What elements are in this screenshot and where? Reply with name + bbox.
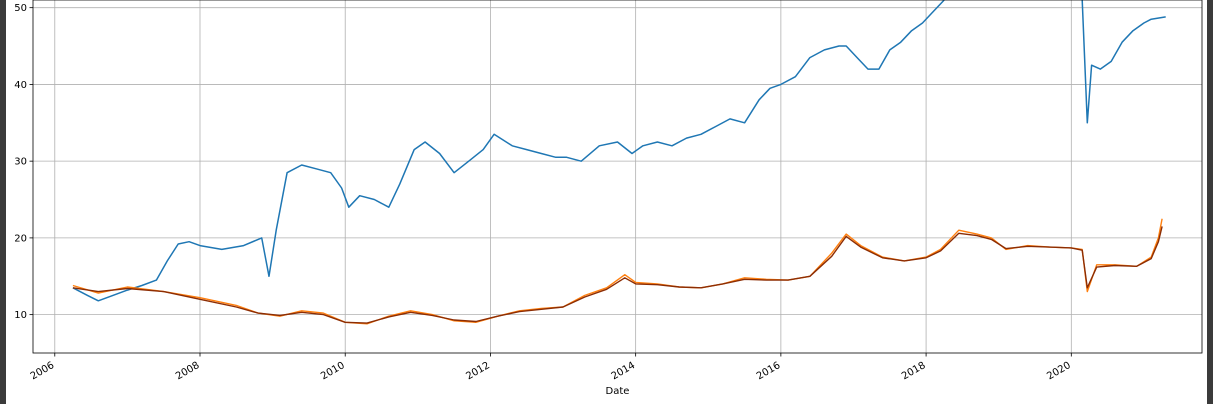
y-tick-label: 40 [14, 80, 27, 91]
x-axis-label: Date [606, 386, 630, 397]
x-axis-ticks: 2006 2008 2010 2012 2014 2016 2018 2020 [29, 353, 1073, 382]
series-line-2 [1081, 0, 1166, 124]
y-tick-label: 30 [14, 157, 27, 168]
x-tick-label: 2020 [1045, 360, 1073, 382]
y-tick-label: 10 [14, 310, 27, 321]
x-tick-label: 2006 [29, 360, 57, 382]
series-lines [72, 0, 1166, 325]
x-tick-label: 2008 [174, 360, 202, 382]
x-tick-label: 2018 [900, 360, 928, 382]
window-frame-right [1207, 0, 1213, 404]
x-tick-label: 2014 [610, 360, 638, 382]
series-line-1 [72, 0, 945, 302]
plot-area-border [32, 0, 1203, 354]
series-line-3 [72, 218, 1163, 325]
window-frame-left [0, 0, 6, 404]
y-axis-ticks: 10 20 30 40 50 [14, 3, 33, 321]
x-tick-label: 2010 [319, 360, 347, 382]
grid-lines [33, 0, 1202, 353]
x-tick-label: 2016 [755, 360, 783, 382]
y-tick-label: 50 [14, 3, 27, 14]
y-tick-label: 20 [14, 233, 27, 244]
x-tick-label: 2012 [464, 360, 492, 382]
series-line-4 [72, 226, 1163, 324]
